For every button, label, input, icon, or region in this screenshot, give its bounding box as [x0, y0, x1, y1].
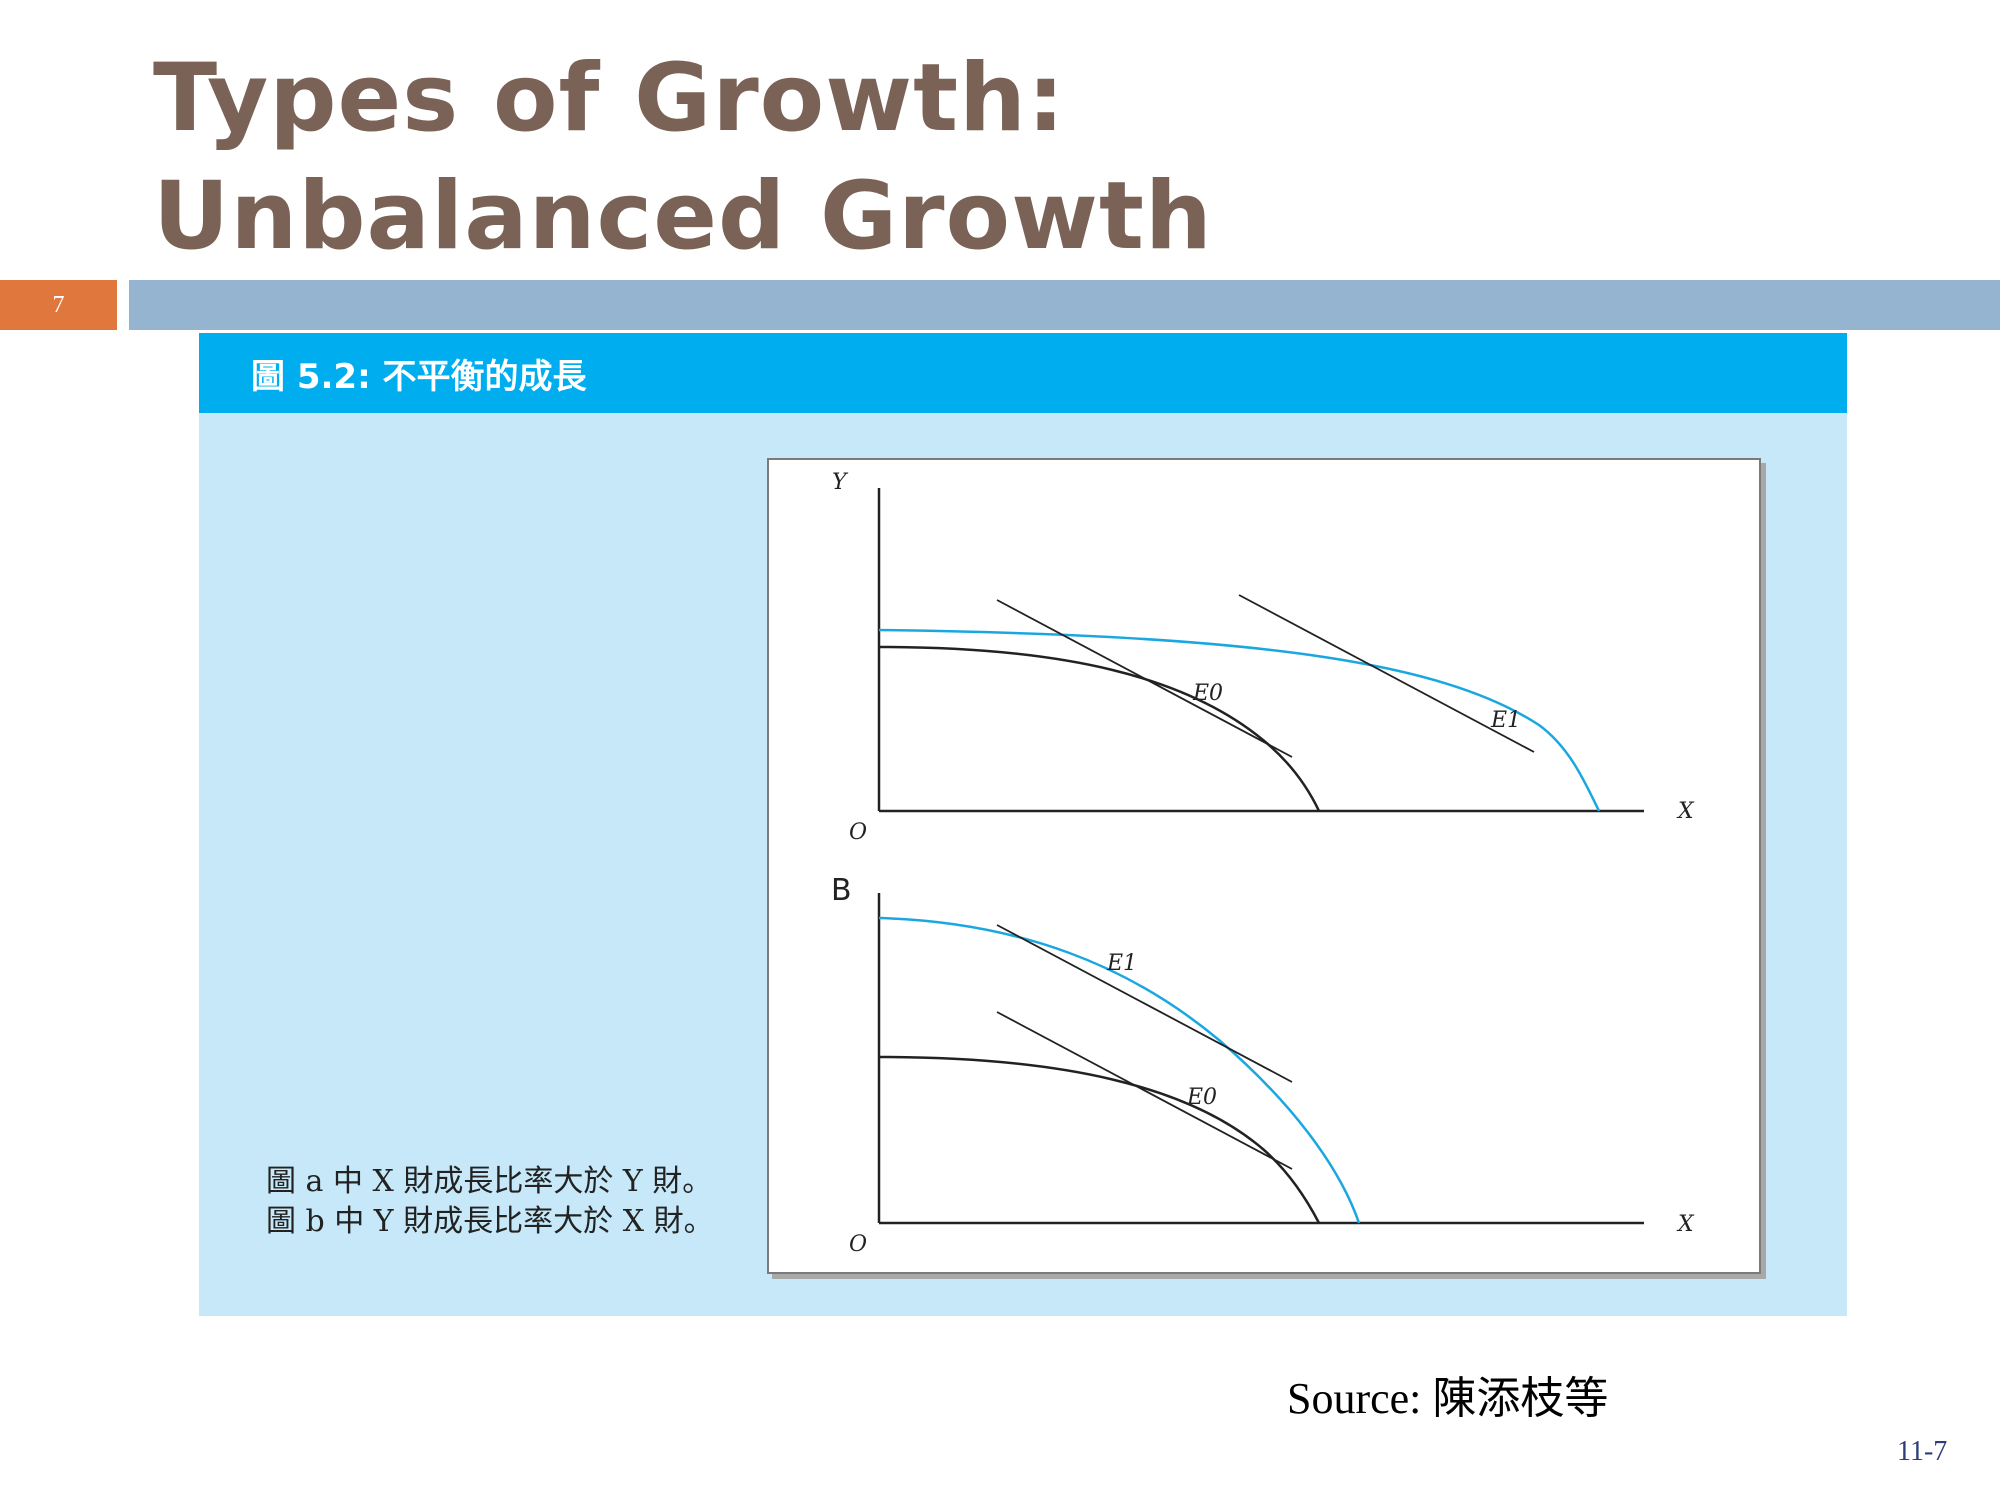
panel-a-old-frontier	[878, 645, 1321, 812]
panel-a: Y X O E0 E1	[832, 470, 1695, 845]
panel-a-y-label: Y	[832, 470, 849, 495]
panel-b-e0-label: E0	[1186, 1085, 1217, 1110]
panel-b-label: B	[831, 873, 852, 908]
panel-b-price-line-e1	[996, 924, 1293, 1083]
page-number: 11-7	[1897, 1436, 1948, 1467]
figure-chart-box: Y X O E0 E1 B X O E1 E0	[767, 458, 1761, 1274]
panel-b: B X O E1 E0	[831, 873, 1695, 1257]
panel-a-e0-label: E0	[1192, 681, 1223, 706]
slide-number-badge: 7	[0, 280, 117, 330]
panel-b-new-frontier	[878, 916, 1361, 1224]
panel-b-old-frontier	[878, 1055, 1321, 1224]
panel-b-price-line-e0	[996, 1011, 1293, 1170]
figure-header: 圖 5.2: 不平衡的成長	[199, 333, 1847, 413]
slide-title-line-1: Types of Growth:	[153, 44, 1066, 153]
panel-b-x-label: X	[1676, 1212, 1695, 1237]
panel-a-new-frontier	[878, 628, 1601, 812]
panel-a-x-label: X	[1676, 799, 1695, 824]
figure-caption: 圖 a 中 X 財成長比率大於 Y 財。圖 b 中 Y 財成長比率大於 X 財。	[266, 1164, 714, 1239]
slide-title: Types of Growth: Unbalanced Growth	[153, 40, 1213, 276]
slide-title-line-2: Unbalanced Growth	[153, 162, 1213, 271]
panel-b-e1-label: E1	[1106, 951, 1137, 976]
ppf-diagram: Y X O E0 E1 B X O E1 E0	[831, 470, 1695, 1257]
panel-a-price-line-e1	[1238, 594, 1535, 753]
header-rule	[129, 280, 2000, 330]
panel-a-price-line-e0	[996, 599, 1293, 758]
source-note: Source: 陳添枝等	[1287, 1374, 1609, 1423]
panel-b-origin-label: O	[849, 1232, 867, 1257]
panel-a-e1-label: E1	[1490, 708, 1521, 733]
panel-a-origin-label: O	[849, 820, 867, 845]
